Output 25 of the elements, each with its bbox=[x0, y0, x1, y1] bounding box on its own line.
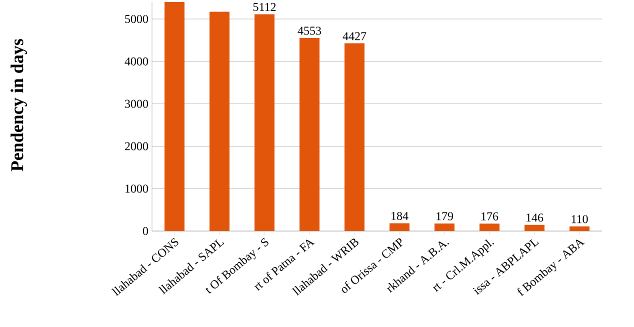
y-tick-label: 2000 bbox=[125, 142, 148, 150]
data-label: 176 bbox=[482, 212, 498, 220]
bar bbox=[480, 224, 500, 232]
data-label: 4553 bbox=[298, 26, 322, 35]
data-label: 179 bbox=[436, 212, 454, 220]
bar bbox=[434, 223, 455, 232]
bar bbox=[210, 12, 230, 232]
bar bbox=[344, 43, 365, 232]
y-tick-label: 4000 bbox=[124, 57, 148, 66]
data-label: 110 bbox=[572, 215, 588, 224]
bar bbox=[164, 2, 184, 232]
bar bbox=[300, 38, 320, 232]
y-tick-label: 1000 bbox=[126, 184, 148, 193]
data-label: 4427 bbox=[342, 32, 366, 40]
data-label: 146 bbox=[526, 214, 544, 222]
data-label: 184 bbox=[392, 212, 408, 220]
bar bbox=[390, 223, 410, 232]
bar bbox=[254, 14, 275, 232]
y-tick-label: 5000 bbox=[125, 14, 148, 24]
bar bbox=[524, 224, 545, 232]
y-tick-label: 3000 bbox=[125, 100, 148, 108]
data-label: 5112 bbox=[253, 2, 276, 12]
y-axis-title: Pendency in days bbox=[10, 39, 27, 172]
bar bbox=[570, 226, 590, 232]
y-tick-label: 0 bbox=[142, 226, 148, 236]
